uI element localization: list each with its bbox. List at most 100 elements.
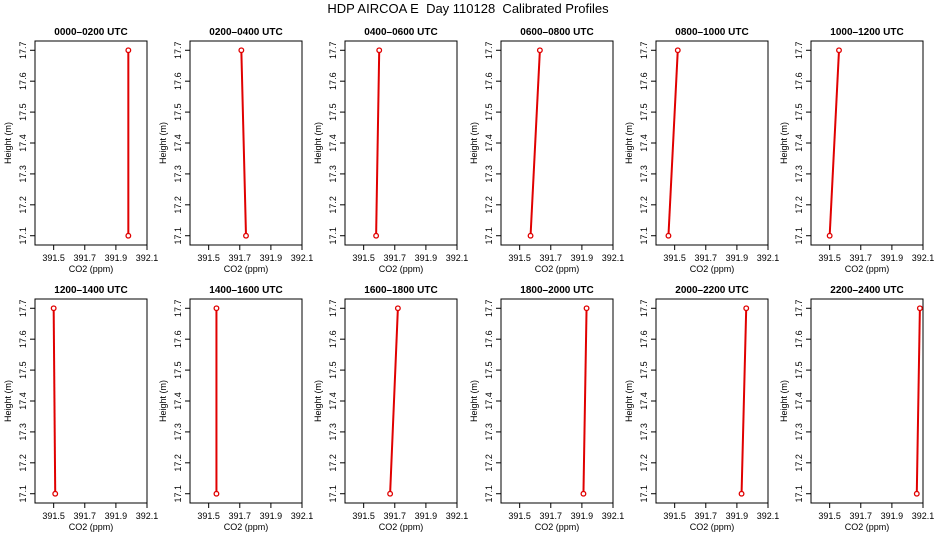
y-tick-label: 17.1 [328, 227, 338, 245]
x-tick-label: 391.5 [818, 253, 841, 263]
plot-frame [810, 40, 924, 246]
profile-point [536, 47, 543, 54]
y-tick-label: 17.4 [173, 134, 183, 152]
x-tick-label: 392.1 [291, 511, 314, 521]
y-tick-label: 17.6 [18, 330, 28, 348]
x-tick-label: 391.5 [42, 253, 65, 263]
y-tick-label: 17.3 [794, 165, 804, 183]
y-tick-label: 17.1 [484, 485, 494, 503]
x-tick-label: 391.9 [260, 511, 283, 521]
profile-point [243, 232, 249, 239]
y-tick-label: 17.2 [484, 454, 494, 472]
plot-frame [344, 298, 458, 504]
y-axis-label: Height (m) [779, 380, 789, 422]
y-axis-label: Height (m) [779, 122, 789, 164]
panel-title: 1000–1200 UTC [830, 27, 903, 38]
y-tick-label: 17.7 [328, 300, 338, 318]
y-tick-label: 17.6 [794, 330, 804, 348]
panel-title: 0600–0800 UTC [520, 27, 593, 38]
y-tick-label: 17.2 [173, 454, 183, 472]
profile-panel: 1400–1600 UTC 391.5 391.7 391.9 392.1 17.1 17.… [158, 285, 313, 532]
y-tick-label: 17.6 [328, 72, 338, 90]
y-tick-label: 17.1 [794, 485, 804, 503]
x-tick-label: 391.5 [197, 511, 220, 521]
x-axis-label: CO2 (ppm) [69, 264, 114, 274]
x-axis-label: CO2 (ppm) [224, 264, 269, 274]
x-tick-label: 392.1 [446, 253, 469, 263]
panel-title: 0400–0600 UTC [364, 27, 437, 38]
y-axis-label: Height (m) [469, 380, 479, 422]
profile-panel: 1000–1200 UTC 391.5 391.7 391.9 392.1 17.1 17.… [779, 27, 934, 274]
x-tick-label: 391.7 [850, 511, 873, 521]
profile-point [674, 47, 681, 54]
y-tick-label: 17.2 [639, 454, 649, 472]
profile-line [240, 50, 247, 236]
profile-point [836, 47, 842, 54]
y-tick-label: 17.7 [18, 300, 28, 318]
y-tick-label: 17.4 [484, 134, 494, 152]
x-tick-label: 392.1 [602, 511, 625, 521]
profile-panel: 1200–1400 UTC 391.5 391.7 391.9 392.1 17.1 17.… [3, 285, 158, 532]
y-tick-label: 17.6 [173, 330, 183, 348]
x-tick-label: 391.7 [695, 253, 718, 263]
plot-frame [655, 298, 769, 504]
x-tick-label: 392.1 [291, 253, 314, 263]
y-tick-label: 17.5 [328, 103, 338, 121]
y-axis-label: Height (m) [624, 122, 634, 164]
x-axis-label: CO2 (ppm) [690, 264, 735, 274]
x-tick-label: 392.1 [136, 511, 159, 521]
y-axis-label: Height (m) [158, 122, 168, 164]
profile-panel: 0000–0200 UTC 391.5 391.7 391.9 392.1 17.1 17.… [3, 27, 158, 274]
profile-point [213, 305, 220, 312]
y-tick-label: 17.2 [328, 454, 338, 472]
panel-title: 1600–1800 UTC [364, 285, 437, 296]
profile-point [394, 305, 401, 312]
y-tick-label: 17.1 [639, 485, 649, 503]
y-tick-label: 17.3 [794, 423, 804, 441]
x-axis-label: CO2 (ppm) [379, 522, 424, 532]
x-tick-label: 391.7 [74, 511, 97, 521]
y-tick-label: 17.5 [639, 103, 649, 121]
y-tick-label: 17.2 [484, 196, 494, 214]
y-tick-label: 17.7 [639, 300, 649, 318]
x-tick-label: 391.7 [74, 253, 97, 263]
y-tick-label: 17.2 [794, 196, 804, 214]
x-tick-label: 391.9 [881, 511, 904, 521]
y-axis-label: Height (m) [624, 380, 634, 422]
y-tick-label: 17.5 [173, 361, 183, 379]
x-tick-label: 392.1 [602, 253, 625, 263]
x-tick-label: 391.9 [415, 511, 438, 521]
y-axis-label: Height (m) [313, 122, 323, 164]
y-tick-label: 17.1 [18, 485, 28, 503]
y-tick-label: 17.6 [639, 72, 649, 90]
y-axis-label: Height (m) [3, 380, 13, 422]
profile-point [125, 232, 132, 239]
y-tick-label: 17.1 [173, 227, 183, 245]
profile-point [580, 490, 587, 497]
y-tick-label: 17.4 [328, 134, 338, 152]
y-tick-label: 17.6 [639, 330, 649, 348]
y-tick-label: 17.6 [173, 72, 183, 90]
y-tick-label: 17.2 [18, 454, 28, 472]
panel-title: 0200–0400 UTC [209, 27, 282, 38]
y-tick-label: 17.7 [794, 42, 804, 60]
profile-point [913, 490, 920, 497]
profile-point [376, 47, 383, 54]
y-tick-label: 17.5 [639, 361, 649, 379]
x-tick-label: 391.7 [384, 511, 407, 521]
y-tick-label: 17.3 [484, 165, 494, 183]
x-tick-label: 391.5 [818, 511, 841, 521]
profile-line [828, 50, 840, 236]
x-axis-label: CO2 (ppm) [224, 522, 269, 532]
y-tick-label: 17.5 [18, 361, 28, 379]
panel-title: 0800–1000 UTC [675, 27, 748, 38]
x-tick-label: 391.7 [229, 253, 252, 263]
y-tick-label: 17.3 [18, 423, 28, 441]
x-tick-label: 391.5 [42, 511, 65, 521]
y-tick-label: 17.3 [484, 423, 494, 441]
y-tick-label: 17.4 [18, 392, 28, 410]
y-tick-label: 17.1 [639, 227, 649, 245]
profile-line [375, 50, 381, 236]
y-tick-label: 17.6 [484, 72, 494, 90]
